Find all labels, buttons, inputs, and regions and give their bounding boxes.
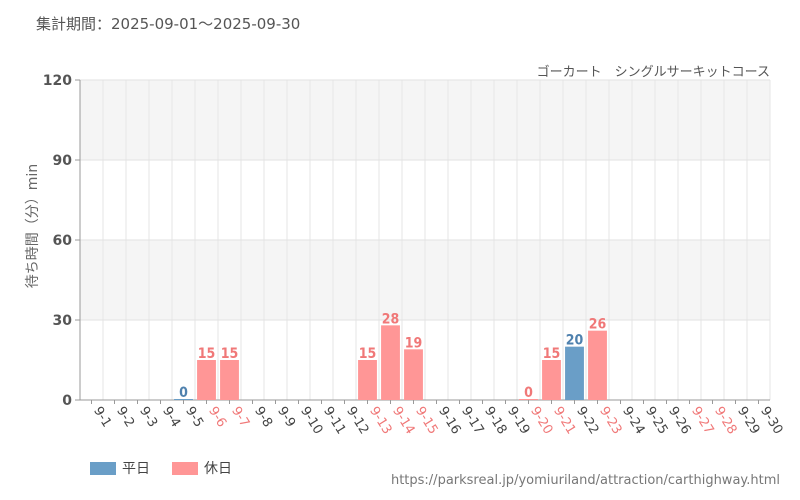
data-label: 26	[589, 317, 607, 333]
x-tick-label: 9-16	[435, 404, 463, 437]
data-label: 0	[524, 385, 533, 401]
x-tick-label: 9-2	[113, 404, 137, 430]
chart-title: ゴーカート シングルサーキットコース	[536, 65, 770, 80]
x-tick-label: 9-15	[412, 404, 440, 437]
x-tick-label: 9-5	[182, 404, 206, 430]
x-tick-label: 9-27	[688, 404, 716, 437]
bar	[174, 399, 193, 400]
data-label: 15	[221, 346, 239, 362]
x-tick-label: 9-10	[297, 404, 325, 437]
x-tick-label: 9-30	[757, 404, 785, 437]
data-label: 15	[198, 346, 216, 362]
x-tick-label: 9-18	[481, 404, 509, 437]
bar	[588, 330, 607, 400]
bar	[519, 399, 538, 400]
x-tick-label: 9-11	[320, 404, 348, 437]
x-tick-label: 9-3	[136, 404, 160, 430]
data-label: 0	[179, 385, 188, 401]
y-tick-label: 120	[43, 73, 72, 89]
legend-swatch-holiday	[172, 461, 198, 475]
bar	[404, 349, 423, 400]
x-tick-label: 9-29	[734, 404, 762, 437]
data-label: 28	[382, 311, 400, 327]
y-tick-label: 60	[53, 233, 73, 249]
data-label: 15	[359, 346, 377, 362]
data-label: 20	[566, 333, 584, 349]
x-tick-label: 9-21	[550, 404, 578, 437]
x-tick-label: 9-7	[228, 404, 252, 430]
x-tick-label: 9-4	[159, 404, 183, 430]
x-tick-label: 9-9	[274, 404, 298, 430]
x-tick-label: 9-14	[389, 404, 417, 437]
legend-swatch-weekday	[90, 461, 116, 475]
bar	[381, 325, 400, 400]
bar	[565, 346, 584, 400]
period-label: 集計期間：2025-09-01～2025-09-30	[36, 15, 301, 33]
y-tick-label: 0	[62, 393, 72, 409]
x-tick-label: 9-26	[665, 404, 693, 437]
x-tick-label: 9-20	[527, 404, 555, 437]
x-tick-label: 9-1	[90, 404, 114, 430]
legend-item-weekday[interactable]: 平日	[90, 458, 150, 478]
x-tick-label: 9-25	[642, 404, 670, 437]
legend-label-holiday: 休日	[204, 461, 232, 477]
bar	[358, 360, 377, 400]
source-url[interactable]: https://parksreal.jp/yomiuriland/attract…	[390, 473, 780, 488]
x-tick-label: 9-6	[205, 404, 229, 430]
y-tick-label: 30	[53, 313, 73, 329]
bar	[542, 360, 561, 400]
x-tick-label: 9-23	[596, 404, 624, 437]
legend-label-weekday: 平日	[122, 461, 150, 477]
x-tick-label: 9-28	[711, 404, 739, 437]
x-tick-label: 9-19	[504, 404, 532, 437]
legend: 平日 休日	[90, 458, 232, 478]
legend-item-holiday[interactable]: 休日	[172, 458, 232, 478]
x-tick-label: 9-22	[573, 404, 601, 437]
data-label: 19	[405, 335, 423, 351]
data-label: 15	[543, 346, 561, 362]
x-tick-label: 9-17	[458, 404, 486, 437]
x-tick-label: 9-12	[343, 404, 371, 437]
x-tick-label: 9-8	[251, 404, 275, 430]
bar	[220, 360, 239, 400]
bar	[197, 360, 216, 400]
x-tick-label: 9-13	[366, 404, 394, 437]
y-tick-label: 90	[53, 153, 73, 169]
x-tick-label: 9-24	[619, 404, 647, 437]
